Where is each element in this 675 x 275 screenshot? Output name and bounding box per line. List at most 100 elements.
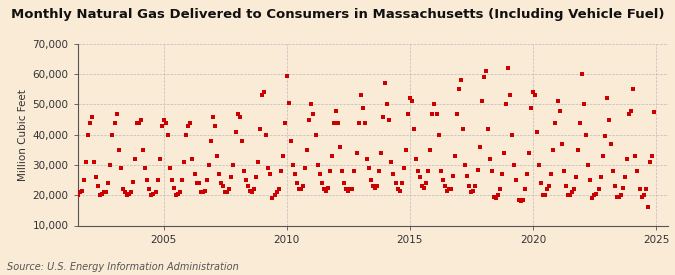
Point — [425, 148, 436, 152]
Point — [288, 163, 298, 167]
Point — [159, 117, 169, 122]
Point — [216, 181, 227, 185]
Point — [148, 191, 159, 196]
Point — [443, 187, 454, 191]
Point — [193, 181, 204, 185]
Point — [230, 130, 241, 134]
Point — [150, 190, 161, 194]
Point — [208, 114, 219, 119]
Point — [479, 75, 489, 79]
Point — [562, 193, 573, 197]
Point — [331, 108, 342, 113]
Point — [552, 99, 563, 104]
Point — [218, 184, 229, 188]
Y-axis label: Million Cubic Feet: Million Cubic Feet — [18, 89, 28, 181]
Point — [117, 187, 128, 191]
Point — [314, 172, 325, 176]
Point — [637, 195, 647, 199]
Point — [392, 187, 403, 191]
Text: Source: U.S. Energy Information Administration: Source: U.S. Energy Information Administ… — [7, 262, 238, 272]
Point — [335, 145, 346, 149]
Point — [593, 187, 604, 191]
Point — [343, 188, 354, 193]
Point — [570, 175, 581, 179]
Point — [329, 120, 340, 125]
Point — [68, 187, 79, 191]
Point — [566, 190, 577, 194]
Point — [499, 151, 510, 155]
Point — [222, 190, 233, 194]
Point — [517, 197, 528, 202]
Point — [534, 163, 545, 167]
Point — [481, 69, 491, 73]
Point — [163, 133, 173, 137]
Point — [564, 193, 575, 197]
Point — [414, 175, 425, 179]
Point — [300, 166, 310, 170]
Point — [394, 188, 405, 193]
Point — [532, 130, 543, 134]
Point — [462, 173, 472, 178]
Text: Monthly Natural Gas Delivered to Consumers in Massachusetts (Including Vehicle F: Monthly Natural Gas Delivered to Consume… — [11, 8, 664, 21]
Point — [161, 120, 171, 125]
Point — [191, 181, 202, 185]
Point — [464, 184, 475, 188]
Point — [620, 175, 630, 179]
Point — [466, 190, 477, 194]
Point — [126, 190, 136, 194]
Point — [612, 195, 622, 199]
Point — [587, 196, 598, 200]
Point — [201, 178, 212, 182]
Point — [284, 101, 294, 105]
Point — [109, 120, 120, 125]
Point — [548, 148, 559, 152]
Point — [302, 148, 313, 152]
Point — [501, 102, 512, 107]
Point — [347, 187, 358, 191]
Point — [406, 99, 417, 104]
Point — [304, 117, 315, 122]
Point — [359, 120, 370, 125]
Point — [515, 199, 526, 204]
Point — [128, 179, 138, 184]
Point — [261, 133, 272, 137]
Point — [248, 187, 259, 191]
Point — [556, 142, 567, 146]
Point — [474, 145, 485, 149]
Point — [485, 157, 495, 161]
Point — [319, 187, 329, 191]
Point — [591, 191, 602, 196]
Point — [250, 175, 261, 179]
Point — [410, 157, 421, 161]
Point — [448, 173, 458, 178]
Point — [256, 93, 267, 98]
Point — [290, 172, 300, 176]
Point — [585, 178, 596, 182]
Point — [325, 169, 335, 173]
Point — [546, 172, 557, 176]
Point — [353, 120, 364, 125]
Point — [197, 190, 208, 194]
Point — [603, 117, 614, 122]
Point — [513, 197, 524, 202]
Point — [365, 178, 376, 182]
Point — [384, 117, 395, 122]
Point — [622, 157, 632, 161]
Point — [634, 187, 645, 191]
Point — [477, 99, 487, 104]
Point — [361, 157, 372, 161]
Point — [165, 166, 176, 170]
Point — [228, 163, 239, 167]
Point — [157, 123, 167, 128]
Point — [220, 190, 231, 194]
Point — [355, 93, 366, 98]
Point — [203, 163, 214, 167]
Point — [521, 172, 532, 176]
Point — [345, 187, 356, 191]
Point — [62, 136, 73, 140]
Point — [78, 178, 89, 182]
Point — [630, 154, 641, 158]
Point — [317, 181, 327, 185]
Point — [416, 184, 427, 188]
Point — [339, 181, 350, 185]
